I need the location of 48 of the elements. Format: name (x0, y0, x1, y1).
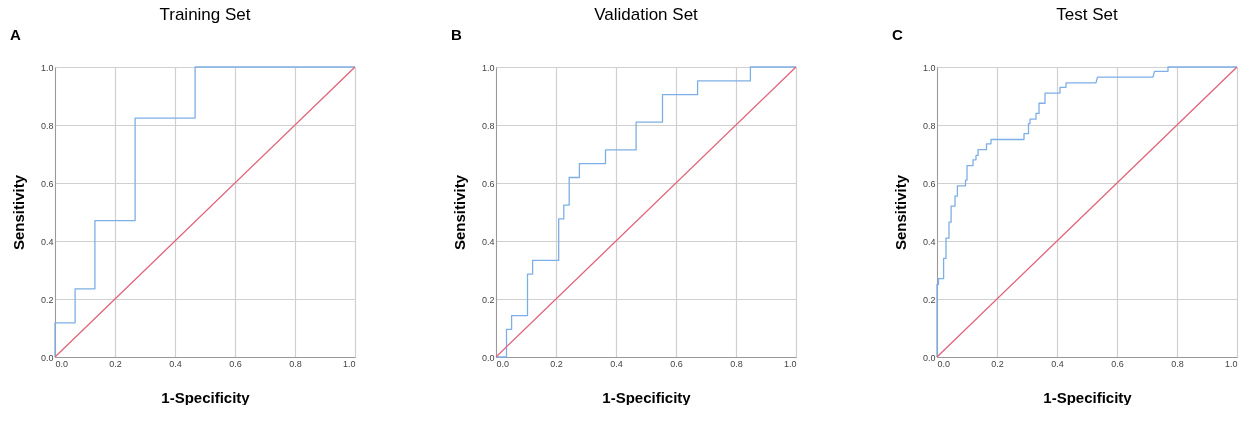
y-tick-label: 0.6 (922, 178, 936, 189)
text: C (892, 26, 903, 43)
chart-title: Training Set (159, 5, 251, 24)
x-tick-label: 0.6 (229, 358, 242, 369)
x-tick-label: 1.0 (1224, 358, 1238, 369)
y-tick-label: 1.0 (481, 62, 495, 73)
x-tick-label: 0.2 (109, 358, 122, 369)
y-axis-title: Sensitivity (9, 174, 27, 251)
y-tick-label: 0.4 (481, 236, 495, 247)
y-tick-label: 0.8 (481, 120, 495, 131)
line-series (54, 66, 356, 358)
line-series (936, 66, 1238, 358)
x-tick-label: 0.2 (991, 358, 1004, 369)
x-tick-label: 0.0 (937, 358, 951, 369)
y-tick-label: 1.0 (922, 62, 936, 73)
chart-title: Test Set (1056, 5, 1118, 24)
text: B (451, 26, 462, 43)
x-tick-label: 1.0 (783, 358, 797, 369)
x-tick-label: 0.6 (1111, 358, 1124, 369)
y-tick-label: 0.6 (40, 178, 54, 189)
x-axis-title: 1-Specificity (602, 388, 692, 406)
y-tick-label: 1.0 (40, 62, 54, 73)
y-tick-label: 0.8 (922, 120, 936, 131)
x-tick-label: 1.0 (342, 358, 356, 369)
x-tick-label: 0.4 (169, 358, 182, 369)
chart-title: Validation Set (594, 5, 699, 24)
x-tick-label: 0.8 (289, 358, 302, 369)
line-series (495, 66, 797, 358)
x-axis-title: 1-Specificity (161, 388, 251, 406)
y-axis-title: Sensitivity (891, 174, 909, 251)
text: A (10, 26, 21, 43)
x-tick-label: 0.4 (610, 358, 623, 369)
y-tick-label: 0.4 (40, 236, 54, 247)
y-tick-label: 0.2 (481, 294, 495, 305)
y-tick-label: 0.4 (922, 236, 936, 247)
x-tick-label: 0.4 (1051, 358, 1064, 369)
y-tick-label: 0.6 (481, 178, 495, 189)
y-tick-label: 0.8 (40, 120, 54, 131)
x-tick-label: 0.2 (550, 358, 563, 369)
y-tick-label: 0.2 (922, 294, 936, 305)
x-tick-label: 0.6 (670, 358, 683, 369)
x-axis-title: 1-Specificity (1043, 388, 1133, 406)
x-tick-label: 0.0 (496, 358, 510, 369)
y-axis-title: Sensitivity (450, 174, 468, 251)
y-tick-label: 0.2 (40, 294, 54, 305)
x-tick-label: 0.8 (1171, 358, 1184, 369)
x-tick-label: 0.8 (730, 358, 743, 369)
x-tick-label: 0.0 (55, 358, 69, 369)
